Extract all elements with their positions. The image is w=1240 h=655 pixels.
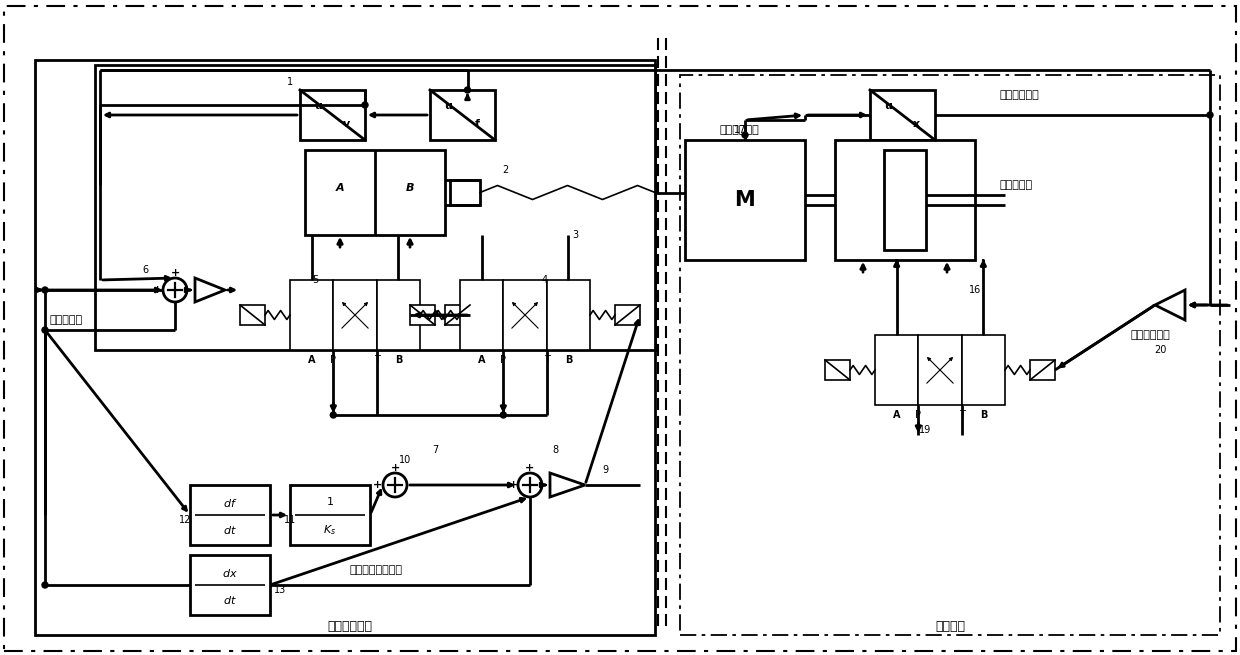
- Text: 17: 17: [734, 125, 746, 135]
- Circle shape: [42, 582, 48, 588]
- Bar: [962, 335, 1004, 405]
- Circle shape: [362, 102, 368, 108]
- Text: 1: 1: [326, 496, 334, 507]
- Text: 3: 3: [572, 230, 578, 240]
- Text: 舒机运动指令: 舒机运动指令: [1130, 330, 1171, 340]
- Text: v: v: [343, 119, 351, 129]
- Bar: [190, 555, 270, 615]
- Bar: [334, 280, 377, 350]
- Text: B: B: [394, 355, 402, 365]
- Text: +: +: [391, 463, 399, 473]
- Text: P: P: [330, 355, 336, 365]
- Text: B: B: [405, 183, 414, 193]
- Bar: [680, 75, 1220, 635]
- Text: u: u: [314, 101, 322, 111]
- Text: A: A: [308, 355, 315, 365]
- Bar: [241, 305, 265, 325]
- Text: +: +: [526, 463, 534, 473]
- Text: 9: 9: [601, 465, 608, 475]
- Text: +: +: [373, 480, 383, 490]
- Circle shape: [500, 412, 506, 418]
- Bar: [35, 60, 655, 635]
- Bar: [95, 65, 655, 350]
- Text: 6: 6: [141, 265, 148, 275]
- Bar: [410, 305, 435, 325]
- Bar: [290, 280, 334, 350]
- Text: B: B: [564, 355, 572, 365]
- Text: 舒机位置反馈: 舒机位置反馈: [999, 90, 1040, 100]
- Circle shape: [1207, 112, 1213, 118]
- Text: A: A: [477, 355, 485, 365]
- Circle shape: [465, 87, 470, 93]
- Text: 8: 8: [552, 445, 558, 455]
- Text: 2: 2: [502, 165, 508, 175]
- Text: 19: 19: [919, 425, 931, 435]
- Text: 1: 1: [286, 77, 293, 87]
- Text: 7: 7: [432, 445, 438, 455]
- Text: +: +: [508, 480, 517, 490]
- Text: $dt$: $dt$: [223, 594, 237, 606]
- Text: 4: 4: [542, 275, 548, 285]
- Text: T: T: [959, 410, 965, 420]
- Text: 10: 10: [399, 455, 412, 465]
- Bar: [460, 280, 503, 350]
- Text: P: P: [915, 410, 921, 420]
- Circle shape: [742, 132, 748, 138]
- Bar: [825, 360, 849, 380]
- Text: u: u: [884, 101, 892, 111]
- Text: P: P: [500, 355, 506, 365]
- Text: 16: 16: [968, 285, 981, 295]
- Text: 负载模拟系统: 负载模拟系统: [327, 620, 372, 633]
- Text: $df$: $df$: [223, 497, 237, 509]
- Text: 12: 12: [179, 515, 191, 525]
- Text: $K_s$: $K_s$: [324, 523, 336, 537]
- Bar: [835, 140, 975, 260]
- Text: A: A: [893, 410, 900, 420]
- Bar: [450, 179, 480, 205]
- Text: 解耦舒机干扰指令: 解耦舒机干扰指令: [350, 565, 403, 575]
- Text: 载荷谱指令: 载荷谱指令: [50, 315, 83, 325]
- Text: T: T: [543, 355, 549, 365]
- Bar: [190, 485, 270, 545]
- Text: +: +: [170, 268, 180, 278]
- Bar: [503, 280, 547, 350]
- Text: B: B: [980, 410, 987, 420]
- Text: $dx$: $dx$: [222, 567, 238, 579]
- Bar: [430, 90, 495, 140]
- Text: 20: 20: [1153, 345, 1166, 355]
- Text: 舒机系统: 舒机系统: [935, 620, 965, 633]
- Text: 舒机作动器: 舒机作动器: [999, 180, 1033, 190]
- Text: 5: 5: [312, 275, 319, 285]
- Bar: [300, 90, 365, 140]
- Text: A: A: [336, 183, 345, 193]
- Bar: [547, 280, 590, 350]
- Text: 11: 11: [284, 515, 296, 525]
- Bar: [884, 150, 926, 250]
- Bar: [445, 305, 470, 325]
- Bar: [377, 280, 420, 350]
- Text: 13: 13: [274, 585, 286, 595]
- Text: +: +: [154, 285, 162, 295]
- Circle shape: [330, 412, 336, 418]
- Text: f: f: [474, 119, 480, 129]
- Bar: [305, 150, 445, 235]
- Text: M: M: [734, 190, 755, 210]
- Bar: [919, 335, 962, 405]
- Bar: [684, 140, 805, 260]
- Bar: [1030, 360, 1055, 380]
- Text: 舒面惯量模拟: 舒面惯量模拟: [720, 125, 760, 135]
- Circle shape: [42, 287, 48, 293]
- Circle shape: [42, 327, 48, 333]
- Text: x: x: [913, 119, 920, 129]
- Bar: [875, 335, 919, 405]
- Bar: [870, 90, 935, 140]
- Bar: [290, 485, 370, 545]
- Text: $dt$: $dt$: [223, 524, 237, 536]
- Text: u: u: [444, 101, 453, 111]
- Bar: [615, 305, 640, 325]
- Text: T: T: [373, 355, 379, 365]
